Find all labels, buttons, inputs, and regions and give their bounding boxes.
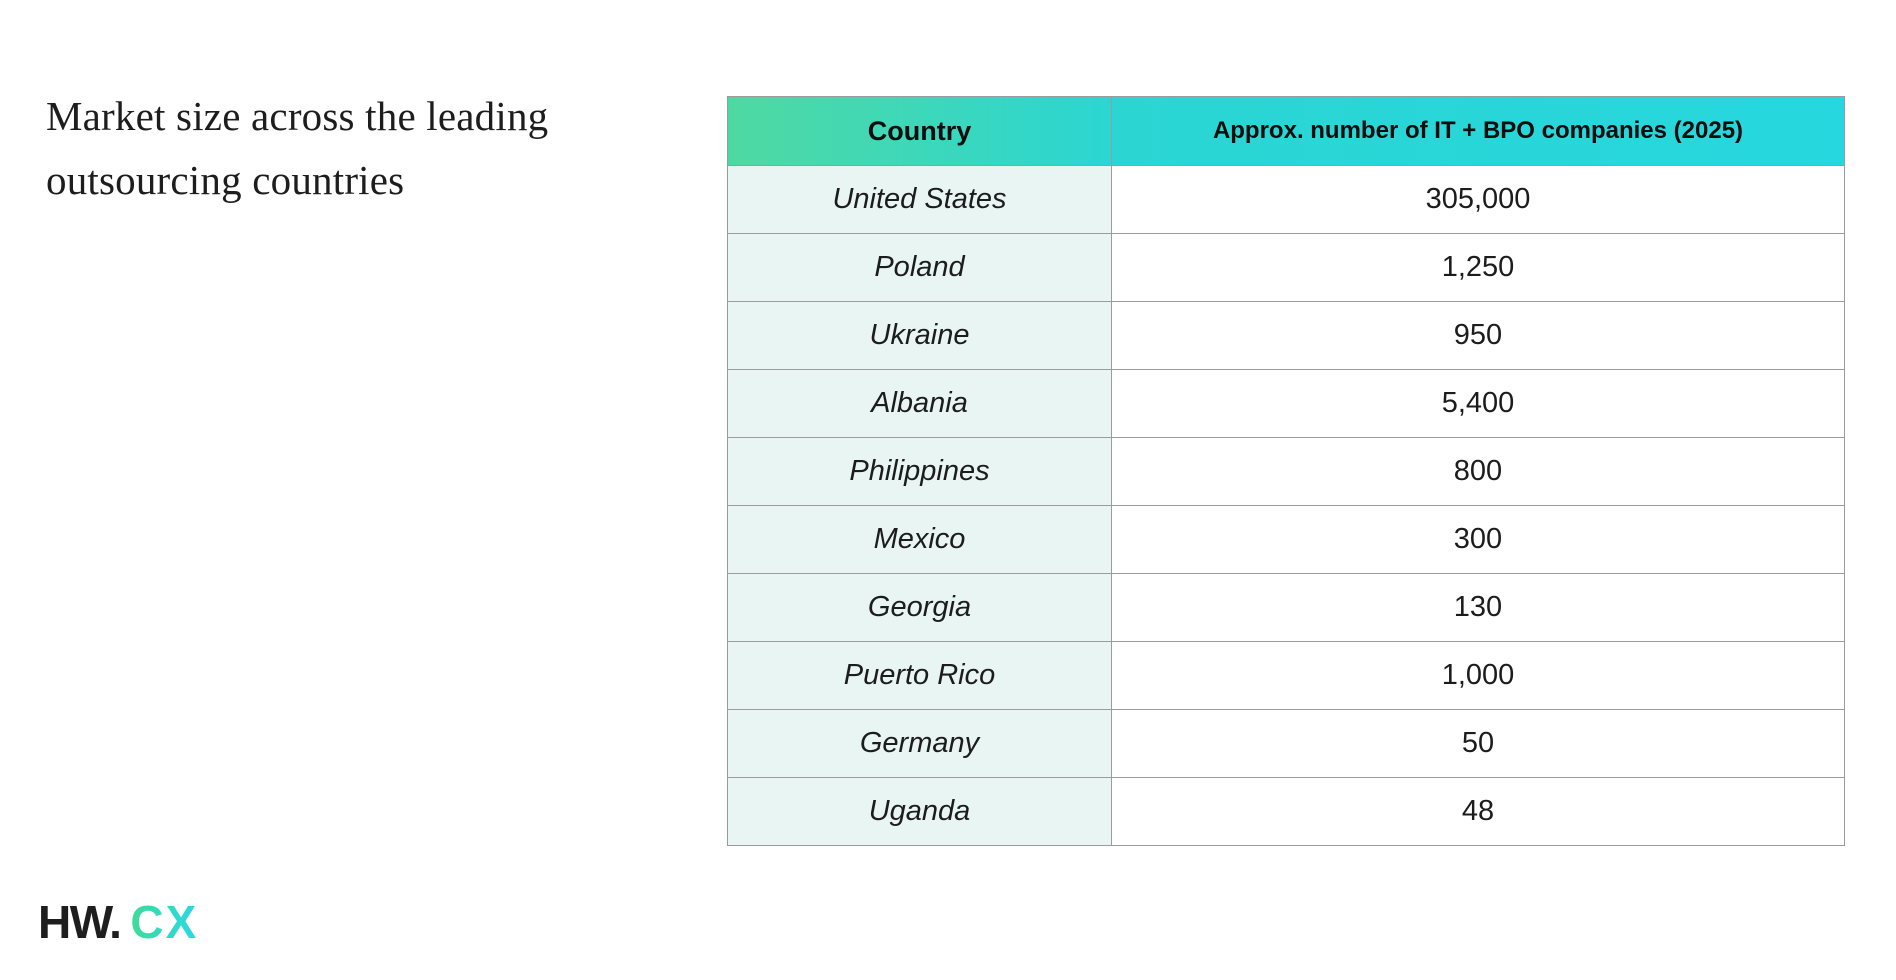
value-cell: 1,000 [1111,641,1845,710]
logo-hw-text: HW. [38,896,122,948]
country-cell: Germany [727,709,1112,778]
country-cell: Albania [727,369,1112,438]
value-cell: 305,000 [1111,165,1845,234]
table-row: Philippines 800 [727,437,1845,506]
country-cell: Poland [727,233,1112,302]
table-header-row: Country Approx. number of IT + BPO compa… [727,96,1845,166]
value-cell: 5,400 [1111,369,1845,438]
brand-logo: HW. CX [38,896,198,948]
value-cell: 1,250 [1111,233,1845,302]
country-cell: Uganda [727,777,1112,846]
country-cell: Ukraine [727,301,1112,370]
value-cell: 48 [1111,777,1845,846]
column-header-companies: Approx. number of IT + BPO companies (20… [1111,96,1845,166]
market-size-table-container: Country Approx. number of IT + BPO compa… [727,96,1845,846]
value-cell: 50 [1111,709,1845,778]
table-row: Germany 50 [727,709,1845,778]
table-row: United States 305,000 [727,165,1845,234]
table-row: Poland 1,250 [727,233,1845,302]
table-row: Albania 5,400 [727,369,1845,438]
logo-cx-text: CX [130,896,199,948]
market-size-table: Country Approx. number of IT + BPO compa… [727,96,1845,846]
table-row: Puerto Rico 1,000 [727,641,1845,710]
country-cell: United States [727,165,1112,234]
table-row: Uganda 48 [727,777,1845,846]
country-cell: Philippines [727,437,1112,506]
value-cell: 300 [1111,505,1845,574]
value-cell: 800 [1111,437,1845,506]
country-cell: Georgia [727,573,1112,642]
table-row: Mexico 300 [727,505,1845,574]
country-cell: Mexico [727,505,1112,574]
value-cell: 950 [1111,301,1845,370]
page-title: Market size across the leading outsourci… [46,93,549,203]
value-cell: 130 [1111,573,1845,642]
column-header-country: Country [727,96,1112,166]
country-cell: Puerto Rico [727,641,1112,710]
table-row: Georgia 130 [727,573,1845,642]
table-row: Ukraine 950 [727,301,1845,370]
